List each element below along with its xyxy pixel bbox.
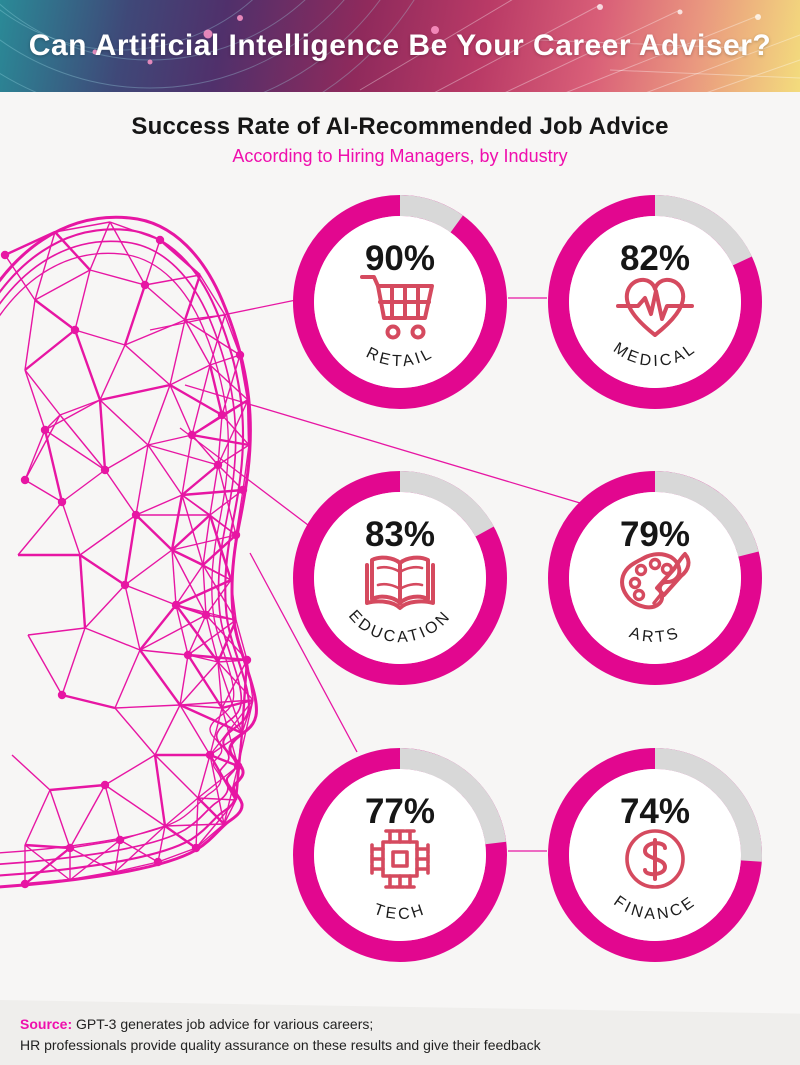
shopping-cart-icon — [360, 275, 434, 340]
donut-chart-education: 83% EDUCATION — [290, 468, 510, 688]
source-text-2: HR professionals provide quality assuran… — [20, 1037, 541, 1053]
source-text-1: GPT-3 generates job advice for various c… — [76, 1016, 374, 1032]
source-line: Source: GPT-3 generates job advice for v… — [0, 1000, 800, 1035]
dollar-circle-icon — [625, 829, 685, 889]
donut-percent: 90% — [365, 239, 435, 278]
source-label: Source: — [20, 1016, 73, 1032]
donut-chart-arts: 79% ARTS — [545, 468, 765, 688]
chart-subtitle: According to Hiring Managers, by Industr… — [232, 146, 568, 166]
donut-remainder — [293, 195, 507, 409]
donut-remainder — [293, 471, 507, 685]
donut-remainder — [548, 471, 762, 685]
open-book-icon — [365, 555, 435, 610]
donut-percent: 79% — [620, 515, 690, 554]
donut-percent: 77% — [365, 792, 435, 831]
donut-chart-retail: 90% RETAIL — [290, 192, 510, 412]
donut-remainder — [548, 748, 762, 962]
donut-percent: 82% — [620, 239, 690, 278]
donut-chart-medical: 82% MEDICAL — [545, 192, 765, 412]
donut-inner — [569, 492, 741, 664]
donut-inner — [314, 769, 486, 941]
donut-percent: 83% — [365, 515, 435, 554]
donut-percent: 74% — [620, 792, 690, 831]
donut-remainder — [548, 195, 762, 409]
paint-palette-icon — [620, 552, 691, 610]
page-title: Can Artificial Intelligence Be Your Care… — [28, 29, 772, 62]
header-banner: Can Artificial Intelligence Be Your Care… — [0, 0, 800, 92]
donut-label: ARTS — [627, 624, 683, 646]
donut-remainder — [293, 748, 507, 962]
cpu-chip-icon — [370, 829, 430, 889]
chart-title: Success Rate of AI-Recommended Job Advic… — [131, 113, 669, 140]
donut-chart-finance: 74% FINANCE — [545, 745, 765, 965]
head-mesh-lines — [4, 221, 254, 886]
head-mesh-dots — [0, 235, 252, 889]
donut-chart-tech: 77% TECH — [290, 745, 510, 965]
heart-pulse-icon — [616, 277, 694, 337]
network-pattern-decoration — [0, 0, 800, 92]
footer: Source: GPT-3 generates job advice for v… — [0, 1000, 800, 1065]
